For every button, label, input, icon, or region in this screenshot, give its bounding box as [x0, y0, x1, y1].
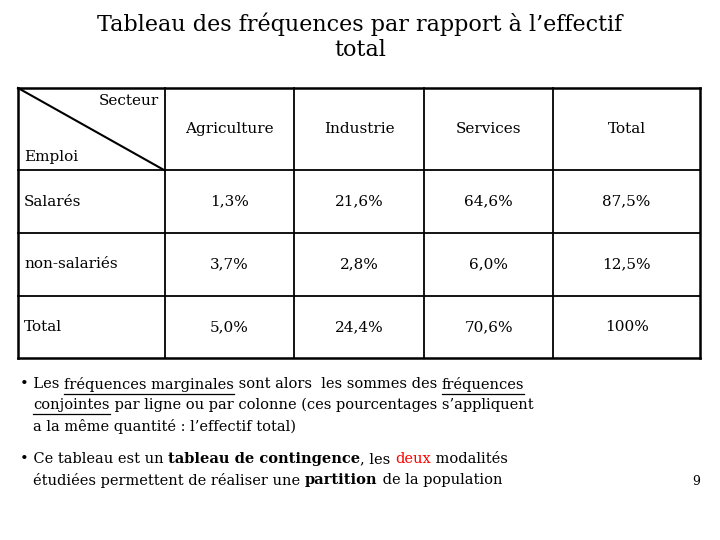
Text: Agriculture: Agriculture — [185, 122, 274, 136]
Text: fréquences: fréquences — [442, 377, 524, 392]
Text: 12,5%: 12,5% — [603, 258, 651, 271]
Text: 6,0%: 6,0% — [469, 258, 508, 271]
Text: , les: , les — [361, 452, 395, 466]
Text: Industrie: Industrie — [324, 122, 395, 136]
Text: conjointes: conjointes — [33, 398, 110, 412]
Text: 24,4%: 24,4% — [335, 320, 383, 334]
Text: de la population: de la population — [377, 473, 502, 487]
Text: Emploi: Emploi — [24, 150, 78, 164]
Text: 70,6%: 70,6% — [464, 320, 513, 334]
Text: Secteur: Secteur — [99, 94, 158, 108]
Text: Total: Total — [24, 320, 62, 334]
Text: a la même quantité : l’effectif total): a la même quantité : l’effectif total) — [33, 419, 297, 434]
Text: Tableau des fréquences par rapport à l’effectif
total: Tableau des fréquences par rapport à l’e… — [97, 12, 623, 61]
Text: deux: deux — [395, 452, 431, 466]
Text: 21,6%: 21,6% — [335, 195, 383, 208]
Text: 64,6%: 64,6% — [464, 195, 513, 208]
Text: tableau de contingence: tableau de contingence — [168, 452, 361, 466]
Text: 3,7%: 3,7% — [210, 258, 249, 271]
Text: 2,8%: 2,8% — [340, 258, 379, 271]
Text: par ligne ou par colonne (ces pourcentages s’appliquent: par ligne ou par colonne (ces pourcentag… — [110, 398, 534, 413]
Text: 9: 9 — [692, 475, 700, 488]
Text: Services: Services — [456, 122, 521, 136]
Text: Salarés: Salarés — [24, 195, 81, 208]
Text: Total: Total — [608, 122, 646, 136]
Text: • Ce tableau est un: • Ce tableau est un — [20, 452, 168, 466]
Text: 1,3%: 1,3% — [210, 195, 249, 208]
Text: 100%: 100% — [605, 320, 649, 334]
Text: 5,0%: 5,0% — [210, 320, 249, 334]
Text: non-salariés: non-salariés — [24, 258, 117, 271]
Text: étudiées permettent de réaliser une: étudiées permettent de réaliser une — [33, 473, 305, 488]
Text: partition: partition — [305, 473, 377, 487]
Text: modalités: modalités — [431, 452, 508, 466]
Text: • Les: • Les — [20, 377, 64, 391]
Text: fréquences marginales: fréquences marginales — [64, 377, 234, 392]
Text: sont alors  les sommes des: sont alors les sommes des — [234, 377, 442, 391]
Text: 87,5%: 87,5% — [603, 195, 651, 208]
